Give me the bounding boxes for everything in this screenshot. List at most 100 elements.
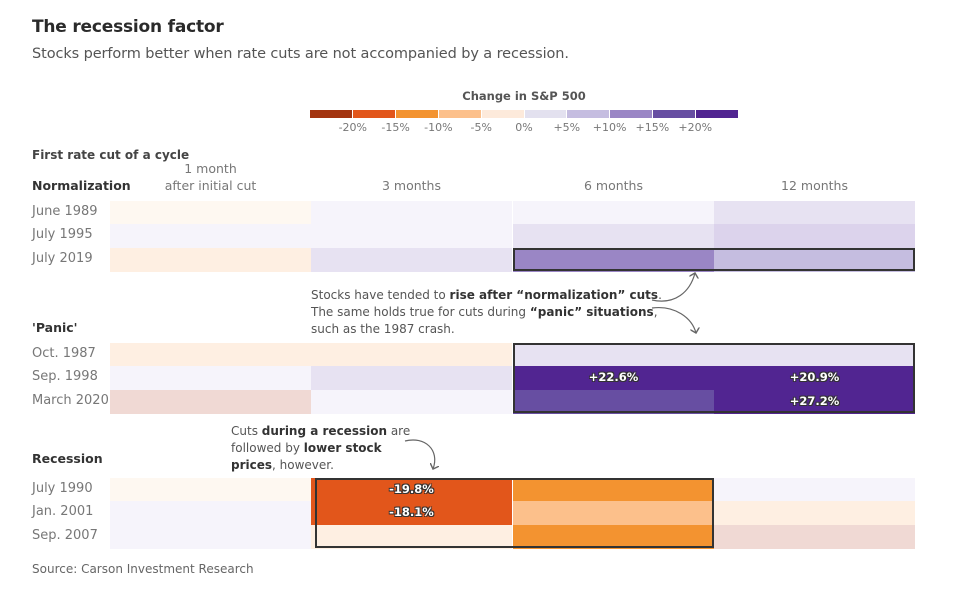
- legend-swatch: [567, 110, 610, 118]
- heatmap-cell: [311, 389, 512, 414]
- heatmap-cell: [311, 366, 512, 391]
- heatmap-cell: [714, 501, 915, 526]
- column-header: 6 months: [513, 160, 714, 194]
- chart-title: The recession factor: [32, 17, 224, 37]
- heatmap-cell: [513, 524, 714, 549]
- column-header-line1: 1 month: [184, 161, 237, 176]
- arrow-recession-icon: [404, 439, 435, 469]
- heatmap-cell: [311, 524, 512, 549]
- heatmap-cell: [513, 478, 714, 502]
- heatmap-cell: [311, 247, 512, 272]
- annotation-text: ,: [653, 305, 658, 319]
- heatmap-cell: [714, 366, 915, 391]
- row-group-header: First rate cut of a cycle: [32, 148, 190, 162]
- heatmap-cell: [110, 389, 311, 414]
- heatmap-cell: [714, 524, 915, 549]
- column-header: 12 months: [714, 160, 915, 194]
- cell-value-label: -18.1%: [389, 505, 434, 520]
- heatmap-cell: [311, 501, 512, 526]
- annotation-text: .: [658, 288, 662, 302]
- row-label: Sep. 1998: [32, 369, 98, 385]
- heatmap-cell: [110, 524, 311, 549]
- legend-tick-label: +10%: [592, 121, 627, 134]
- cell-value-label: +27.2%: [789, 393, 840, 408]
- legend-swatch: [653, 110, 696, 118]
- heatmap-cell: [714, 201, 915, 225]
- legend-swatch: [352, 110, 395, 118]
- row-label: March 2020: [32, 392, 109, 408]
- legend-tick-label: +20%: [678, 121, 713, 134]
- heatmap-cell: [513, 224, 714, 249]
- cell-value-label: -19.8%: [389, 482, 434, 496]
- heatmap-cell: [513, 343, 714, 367]
- source-note: Source: Carson Investment Research: [32, 562, 254, 576]
- legend-swatch: [395, 110, 438, 118]
- annotation-emphasis: lower stock: [303, 441, 382, 455]
- annotation-text: are: [387, 424, 411, 438]
- column-header: 1 month after initial cut: [110, 160, 311, 194]
- row-label: Oct. 1987: [32, 346, 96, 361]
- annotation-recession: Cuts during a recession are followed by l…: [231, 423, 410, 474]
- heatmap-cell: [714, 478, 915, 502]
- legend-title: Change in S&P 500: [462, 89, 586, 103]
- annotation-text: followed by: [231, 441, 304, 455]
- annotation-normalization-panic: Stocks have tended to rise after “normal…: [311, 287, 662, 338]
- row-label: Jan. 2001: [32, 504, 94, 520]
- annotation-text: The same holds true for cuts during: [311, 305, 530, 319]
- heatmap-cell: [110, 366, 311, 391]
- column-header-line2: 12 months: [781, 178, 848, 193]
- annotation-text: such as the 1987 crash.: [311, 322, 455, 336]
- annotation-emphasis: “panic” situations: [529, 305, 654, 319]
- column-header-line2: 6 months: [583, 178, 643, 193]
- heatmap-cell: [513, 389, 714, 414]
- heatmap-cell: [110, 343, 311, 367]
- annotation-emphasis: prices: [231, 458, 273, 472]
- annotation-text: , however.: [272, 458, 334, 472]
- legend-color-scale: [310, 110, 739, 118]
- column-header-line2: after initial cut: [164, 178, 257, 193]
- legend-tick-label: -10%: [424, 121, 453, 134]
- legend-tick-label: +15%: [635, 121, 670, 134]
- cell-value-label: +22.6%: [588, 370, 639, 385]
- legend-tick-label: -5%: [470, 121, 492, 134]
- heatmap-cell: [110, 247, 311, 272]
- cell-value-label: +20.9%: [789, 370, 840, 385]
- annotation-text: Stocks have tended to: [311, 288, 450, 302]
- heatmap-cell: [110, 478, 311, 502]
- heatmap-cell: [110, 224, 311, 249]
- heatmap-cell: [311, 478, 512, 502]
- heatmap-cell: [513, 501, 714, 526]
- legend-swatch: [524, 110, 567, 118]
- legend-tick-label: 0%: [515, 121, 533, 134]
- chart-subtitle: Stocks perform better when rate cuts are…: [32, 46, 569, 62]
- legend-swatch: [610, 110, 653, 118]
- annotation-emphasis: rise after “normalization” cuts: [449, 288, 659, 302]
- arrow-down-icon: [651, 306, 696, 333]
- group-label: Recession: [32, 451, 103, 466]
- arrow-up-icon: [651, 273, 695, 302]
- row-label: June 1989: [32, 204, 98, 219]
- heatmap-cell: [110, 201, 311, 225]
- legend-swatch: [696, 110, 739, 118]
- heatmap-cell: [714, 389, 915, 414]
- row-label: July 2019: [32, 250, 93, 266]
- group-label: Normalization: [32, 178, 131, 193]
- row-label: July 1995: [32, 227, 93, 243]
- heatmap-cell: [714, 247, 915, 272]
- annotation-text: Cuts: [231, 424, 262, 438]
- heatmap-cell: [714, 343, 915, 367]
- column-header-line2: 3 months: [381, 178, 441, 193]
- heatmap-cell: [513, 201, 714, 225]
- heatmap-cell: [311, 201, 512, 225]
- row-label: Sep. 2007: [32, 527, 98, 543]
- heatmap-cell: [513, 366, 714, 391]
- column-header: 3 months: [311, 160, 512, 194]
- annotation-emphasis: during a recession: [261, 424, 388, 438]
- heatmap-cell: [513, 247, 714, 272]
- heatmap-cell: [110, 501, 311, 526]
- heatmap-cell: [311, 224, 512, 249]
- legend-swatch: [481, 110, 524, 118]
- heatmap-cell: [311, 343, 512, 367]
- legend-tick-label: -20%: [338, 121, 368, 134]
